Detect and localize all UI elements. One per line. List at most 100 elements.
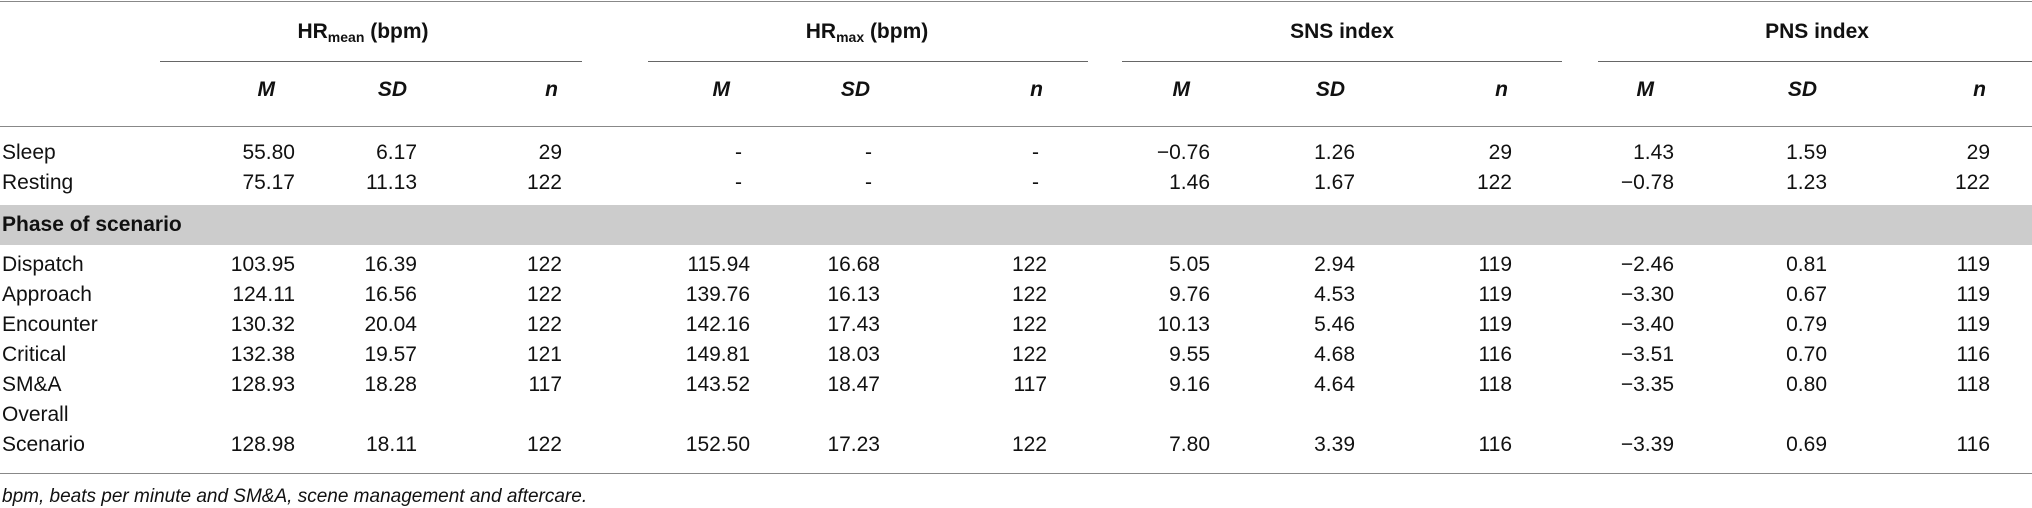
row-overall-cell: 128.98	[230, 433, 295, 456]
row-overall-cell: 18.11	[366, 433, 417, 456]
row-overall-cell: 7.80	[1169, 433, 1210, 456]
group-rule-sns	[1122, 61, 1562, 62]
row-phase-0-cell: 122	[526, 253, 562, 276]
row-phase-3-cell: 116	[1956, 343, 1990, 366]
row-phase-2-cell: 119	[1956, 313, 1990, 336]
row-phase-0-cell: 2.94	[1314, 253, 1355, 276]
row-phase-4-label: SM&A	[2, 373, 62, 396]
row-phase-4-cell: 117	[1013, 373, 1047, 396]
row-sleep-cell: 6.17	[376, 141, 417, 164]
row-resting-cell: −0.78	[1620, 171, 1674, 194]
stat-header-sd-3: SD	[1787, 78, 1817, 101]
header-bottom-rule	[0, 126, 2032, 127]
row-phase-2-cell: 119	[1478, 313, 1512, 336]
row-phase-2-cell: 5.46	[1314, 313, 1355, 336]
row-phase-0-cell: 119	[1956, 253, 1990, 276]
row-overall-cell: 116	[1478, 433, 1512, 456]
header-hr-max-sub: max	[836, 29, 865, 45]
row-phase-2-cell: 0.79	[1786, 313, 1827, 336]
header-hr-max-main: HR	[805, 20, 837, 43]
row-phase-3-cell: 116	[1478, 343, 1512, 366]
header-hr-max-unit: (bpm)	[864, 20, 929, 43]
row-phase-3-cell: 19.57	[364, 343, 417, 366]
row-phase-2-label: Encounter	[2, 313, 98, 336]
row-overall-cell: 3.39	[1314, 433, 1355, 456]
row-phase-4-cell: 9.16	[1169, 373, 1210, 396]
row-resting-cell: -	[1032, 171, 1039, 194]
row-phase-4-cell: 18.47	[827, 373, 880, 396]
row-phase-0-cell: 103.95	[230, 253, 295, 276]
row-phase-4-cell: 0.80	[1786, 373, 1827, 396]
row-resting-cell: -	[865, 171, 872, 194]
row-phase-3-cell: 4.68	[1314, 343, 1355, 366]
row-resting-cell: 11.13	[366, 171, 417, 194]
row-sleep-cell: -	[1032, 141, 1039, 164]
row-overall-cell: 0.69	[1786, 433, 1827, 456]
row-phase-4-cell: 143.52	[685, 373, 750, 396]
header-sns-main: SNS index	[1290, 20, 1394, 43]
row-phase-0-cell: 16.39	[364, 253, 417, 276]
row-sleep-cell: 29	[1966, 141, 1990, 164]
row-phase-3-label: Critical	[2, 343, 67, 366]
row-phase-0-cell: −2.46	[1620, 253, 1674, 276]
row-sleep-cell: -	[865, 141, 872, 164]
row-phase-3-cell: 122	[1011, 343, 1047, 366]
row-resting-cell: 122	[1954, 171, 1990, 194]
section-label: Phase of scenario	[2, 213, 182, 236]
row-phase-4-cell: −3.35	[1620, 373, 1674, 396]
stat-header-m-0: M	[257, 78, 276, 101]
row-sleep-cell: 1.43	[1633, 141, 1674, 164]
row-phase-4-cell: 118	[1478, 373, 1512, 396]
row-phase-1-cell: 124.11	[232, 283, 295, 306]
row-resting-cell: 122	[1476, 171, 1512, 194]
row-overall-cell: 152.50	[685, 433, 750, 456]
header-hr-mean-sub: mean	[327, 29, 365, 45]
header-hr-mean: HRmean (bpm)	[160, 20, 566, 45]
row-phase-1-cell: 4.53	[1314, 283, 1355, 306]
row-phase-1-cell: 119	[1956, 283, 1990, 306]
row-overall-cell: −3.39	[1620, 433, 1674, 456]
row-phase-4-cell: 4.64	[1314, 373, 1355, 396]
row-phase-4-cell: 118	[1956, 373, 1990, 396]
row-phase-0-cell: 122	[1011, 253, 1047, 276]
row-resting-label: Resting	[2, 171, 74, 194]
row-resting-cell: 75.17	[242, 171, 295, 194]
row-phase-3-cell: 132.38	[230, 343, 295, 366]
row-phase-2-cell: 122	[1011, 313, 1047, 336]
header-pns-index: PNS index	[1597, 20, 2032, 44]
row-sleep-cell: −0.76	[1156, 141, 1210, 164]
row-phase-1-cell: 119	[1478, 283, 1512, 306]
row-phase-3-cell: 121	[526, 343, 562, 366]
row-phase-0-label: Dispatch	[2, 253, 84, 276]
group-rule-hr-max	[648, 61, 1088, 62]
row-phase-1-cell: 122	[1011, 283, 1047, 306]
row-phase-1-label: Approach	[2, 283, 92, 306]
row-phase-4-cell: 128.93	[230, 373, 295, 396]
row-phase-2-cell: 130.32	[230, 313, 295, 336]
row-phase-3-cell: 149.81	[685, 343, 750, 366]
row-sleep-cell: 29	[538, 141, 562, 164]
row-resting-cell: 1.23	[1786, 171, 1827, 194]
section-band	[0, 205, 2032, 245]
row-phase-4-cell: 117	[528, 373, 562, 396]
stat-header-n-0: n	[545, 78, 558, 101]
row-sleep-cell: 1.26	[1314, 141, 1355, 164]
header-hr-max: HRmax (bpm)	[647, 20, 1087, 45]
row-phase-3-cell: −3.51	[1620, 343, 1674, 366]
row-sleep-cell: 55.80	[242, 141, 295, 164]
table-footnote: bpm, beats per minute and SM&A, scene ma…	[2, 486, 588, 507]
row-phase-0-cell: 115.94	[687, 253, 750, 276]
row-overall-cell: 122	[1011, 433, 1047, 456]
stat-header-n-2: n	[1495, 78, 1508, 101]
stat-header-n-3: n	[1973, 78, 1986, 101]
row-overall-cell: 116	[1956, 433, 1990, 456]
row-phase-0-cell: 5.05	[1169, 253, 1210, 276]
header-pns-main: PNS index	[1765, 20, 1869, 43]
row-sleep-label: Sleep	[2, 141, 56, 164]
row-sleep-cell: 29	[1488, 141, 1512, 164]
row-resting-cell: -	[735, 171, 742, 194]
row-phase-4-cell: 18.28	[364, 373, 417, 396]
row-phase-1-cell: 16.13	[827, 283, 880, 306]
row-phase-3-cell: 9.55	[1169, 343, 1210, 366]
row-overall-cell: 122	[526, 433, 562, 456]
